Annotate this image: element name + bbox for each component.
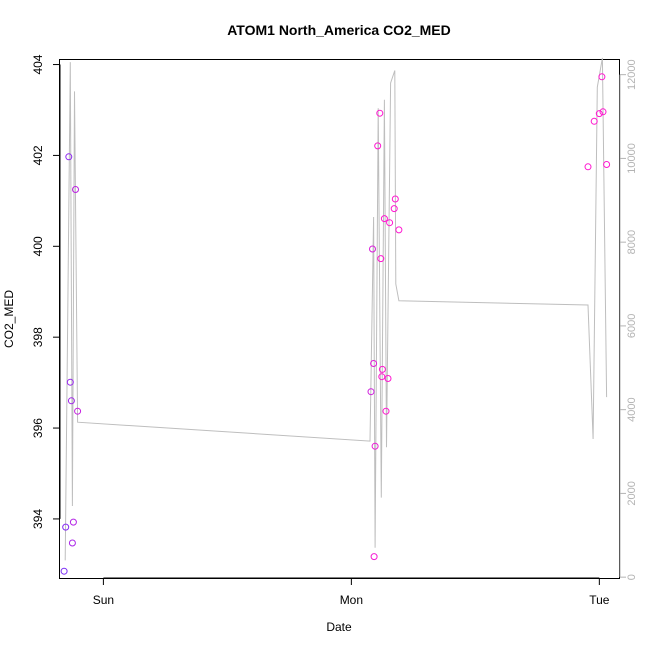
data-point — [65, 153, 73, 161]
data-point — [370, 360, 378, 367]
x-axis-label: Date — [326, 620, 352, 634]
y-tick-label: 400 — [31, 236, 45, 256]
y-axis-right: 0 2000 4000 6000 8000 10000 12000 — [619, 59, 638, 580]
data-point — [369, 245, 376, 253]
data-points-group — [60, 73, 611, 575]
data-point — [595, 110, 603, 118]
y-tick-label: 404 — [31, 54, 45, 74]
x-tick-label: Tue — [589, 593, 610, 607]
y2-tick-label: 2000 — [626, 481, 638, 505]
data-point — [367, 388, 375, 396]
data-point — [590, 117, 598, 125]
x-axis: Sun Mon Tue — [93, 577, 610, 607]
data-point — [395, 226, 403, 234]
y-axis-label: CO2_MED — [2, 290, 16, 348]
data-point — [384, 375, 392, 382]
data-point — [68, 539, 76, 547]
data-point — [378, 373, 386, 381]
data-point — [386, 219, 394, 227]
x-tick-label: Mon — [340, 593, 363, 607]
data-point — [370, 553, 378, 561]
y-axis-left: 394 396 398 400 402 404 — [31, 54, 61, 529]
data-point — [382, 407, 390, 415]
data-point — [391, 195, 399, 203]
data-point — [74, 407, 82, 415]
data-point — [60, 567, 68, 575]
y2-tick-label: 0 — [626, 574, 638, 580]
y2-tick-label: 4000 — [626, 397, 638, 421]
data-point — [380, 215, 388, 223]
y-tick-label: 396 — [31, 418, 45, 438]
data-point — [69, 518, 77, 526]
data-point — [376, 109, 384, 117]
y2-tick-label: 8000 — [626, 230, 638, 254]
data-point — [374, 142, 382, 150]
data-point — [599, 108, 607, 116]
y-tick-label: 398 — [31, 327, 45, 347]
series-line — [64, 57, 608, 561]
data-point — [378, 365, 386, 373]
y2-tick-label: 10000 — [626, 143, 638, 174]
data-point — [72, 186, 79, 193]
y-tick-label: 402 — [31, 145, 45, 165]
data-point — [371, 442, 379, 450]
data-point — [66, 378, 74, 386]
data-point — [377, 255, 385, 263]
data-point — [598, 73, 606, 81]
data-point — [584, 163, 592, 171]
data-point — [62, 523, 70, 531]
x-tick-label: Sun — [93, 593, 114, 607]
data-point — [67, 397, 75, 405]
data-point — [603, 161, 611, 168]
chart-title: ATOM1 North_America CO2_MED — [227, 22, 451, 38]
y2-tick-label: 6000 — [626, 314, 638, 338]
data-point — [390, 205, 398, 213]
y2-tick-label: 12000 — [626, 59, 638, 90]
series-line-group — [64, 57, 608, 561]
y-tick-label: 394 — [31, 509, 45, 529]
